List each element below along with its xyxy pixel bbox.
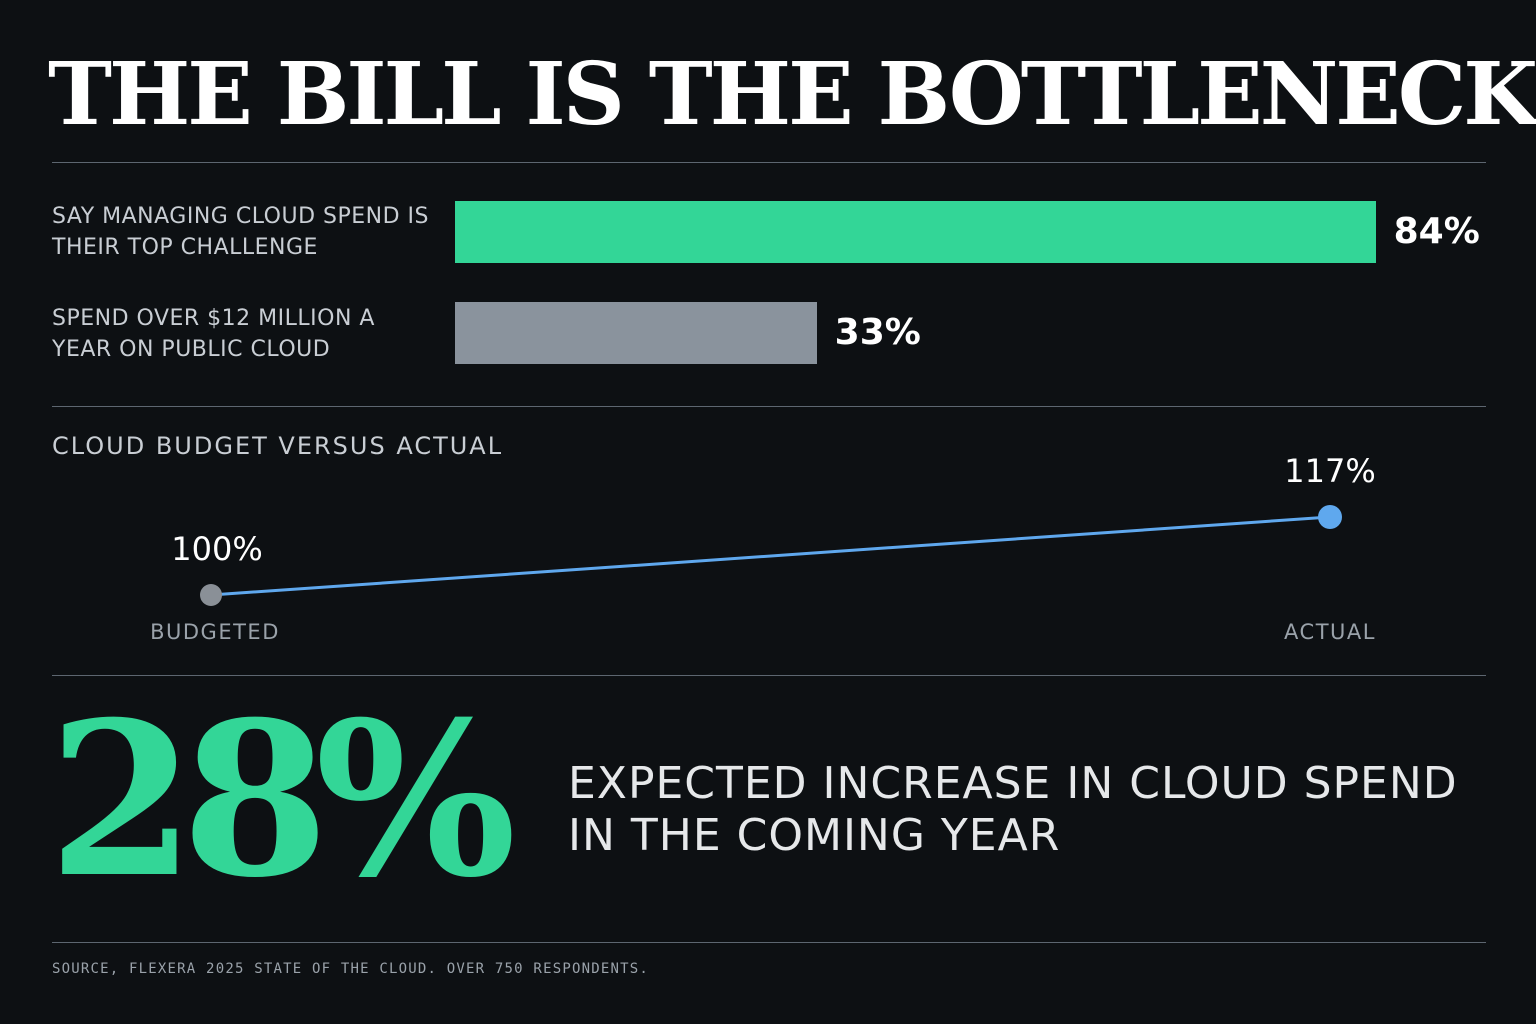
slope-line xyxy=(210,515,1331,597)
slope-chart: 100% 117% BUDGETED ACTUAL xyxy=(150,452,1376,644)
value-label-budgeted: 100% xyxy=(171,530,262,568)
category-label-actual: ACTUAL xyxy=(1284,620,1376,644)
point-actual xyxy=(1318,505,1342,529)
callout-caption: EXPECTED INCREASE IN CLOUD SPEND IN THE … xyxy=(568,758,1458,861)
source-note: SOURCE, FLEXERA 2025 STATE OF THE CLOUD.… xyxy=(52,961,649,977)
bar-label-top-challenge: SAY MANAGING CLOUD SPEND IS THEIR TOP CH… xyxy=(52,204,429,260)
bar-top-challenge xyxy=(455,201,1376,263)
page-title: THE BILL IS THE BOTTLENECK xyxy=(48,44,1536,145)
divider-bottom xyxy=(52,942,1486,943)
slope-chart-title: CLOUD BUDGET VERSUS ACTUAL xyxy=(52,432,504,460)
point-budgeted xyxy=(200,584,222,606)
bar-value-spend-over-12m: 33% xyxy=(834,312,921,353)
bar-spend-over-12m xyxy=(455,302,817,364)
divider-middle xyxy=(52,406,1486,407)
divider-top xyxy=(52,162,1486,163)
bar-label-spend-over-12m: SPEND OVER $12 MILLION A YEAR ON PUBLIC … xyxy=(52,306,375,362)
category-label-budgeted: BUDGETED xyxy=(150,620,280,644)
callout-value: 28% xyxy=(48,675,516,924)
bar-value-top-challenge: 84% xyxy=(1393,211,1480,252)
value-label-actual: 117% xyxy=(1284,452,1375,490)
divider-lower xyxy=(52,675,1486,676)
